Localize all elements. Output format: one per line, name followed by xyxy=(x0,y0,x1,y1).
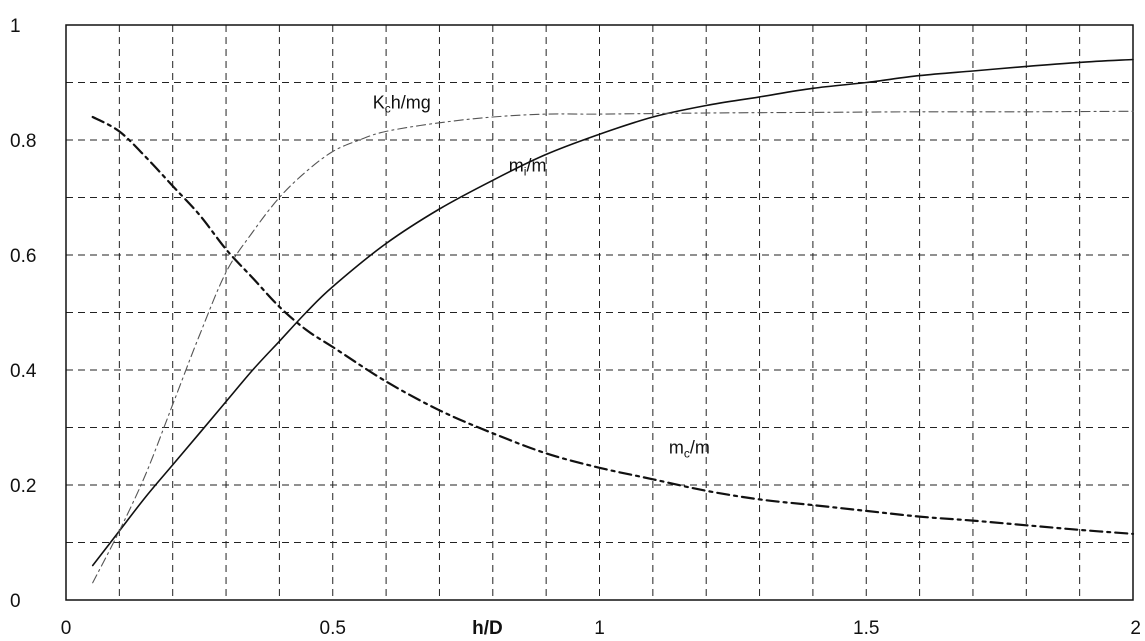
y-tick-label: 0.6 xyxy=(10,246,36,267)
y-tick-label: 0.2 xyxy=(10,476,36,497)
series-label: Kch/mg xyxy=(373,92,431,115)
x-axis-ticks: 0 0.5 1 1.5 2 xyxy=(61,618,1141,639)
x-tick-label: 2 xyxy=(1130,618,1141,639)
y-axis-ticks: 0 0.2 0.4 0.6 0.8 1 xyxy=(10,16,37,612)
x-tick-label: 1.5 xyxy=(853,618,879,639)
plot-frame xyxy=(65,24,1134,601)
x-axis-label: h/D xyxy=(472,618,503,639)
y-tick-label: 0 xyxy=(10,591,21,612)
series-label: mc/m xyxy=(669,437,710,460)
x-tick-label: 0.5 xyxy=(320,618,346,639)
y-tick-label: 0.4 xyxy=(10,361,37,382)
y-tick-label: 1 xyxy=(10,16,21,37)
series-label: mi/m xyxy=(509,156,547,179)
series-line-2 xyxy=(91,115,1135,535)
x-tick-label: 1 xyxy=(594,618,605,639)
x-tick-label: 0 xyxy=(61,618,72,639)
series-line-1 xyxy=(91,58,1134,567)
series-layer xyxy=(91,58,1135,584)
series-annotations: Kch/mg mi/m mc/m xyxy=(373,92,710,460)
grid xyxy=(66,25,1133,600)
y-tick-label: 0.8 xyxy=(10,131,36,152)
series-line-3 xyxy=(92,110,1134,584)
